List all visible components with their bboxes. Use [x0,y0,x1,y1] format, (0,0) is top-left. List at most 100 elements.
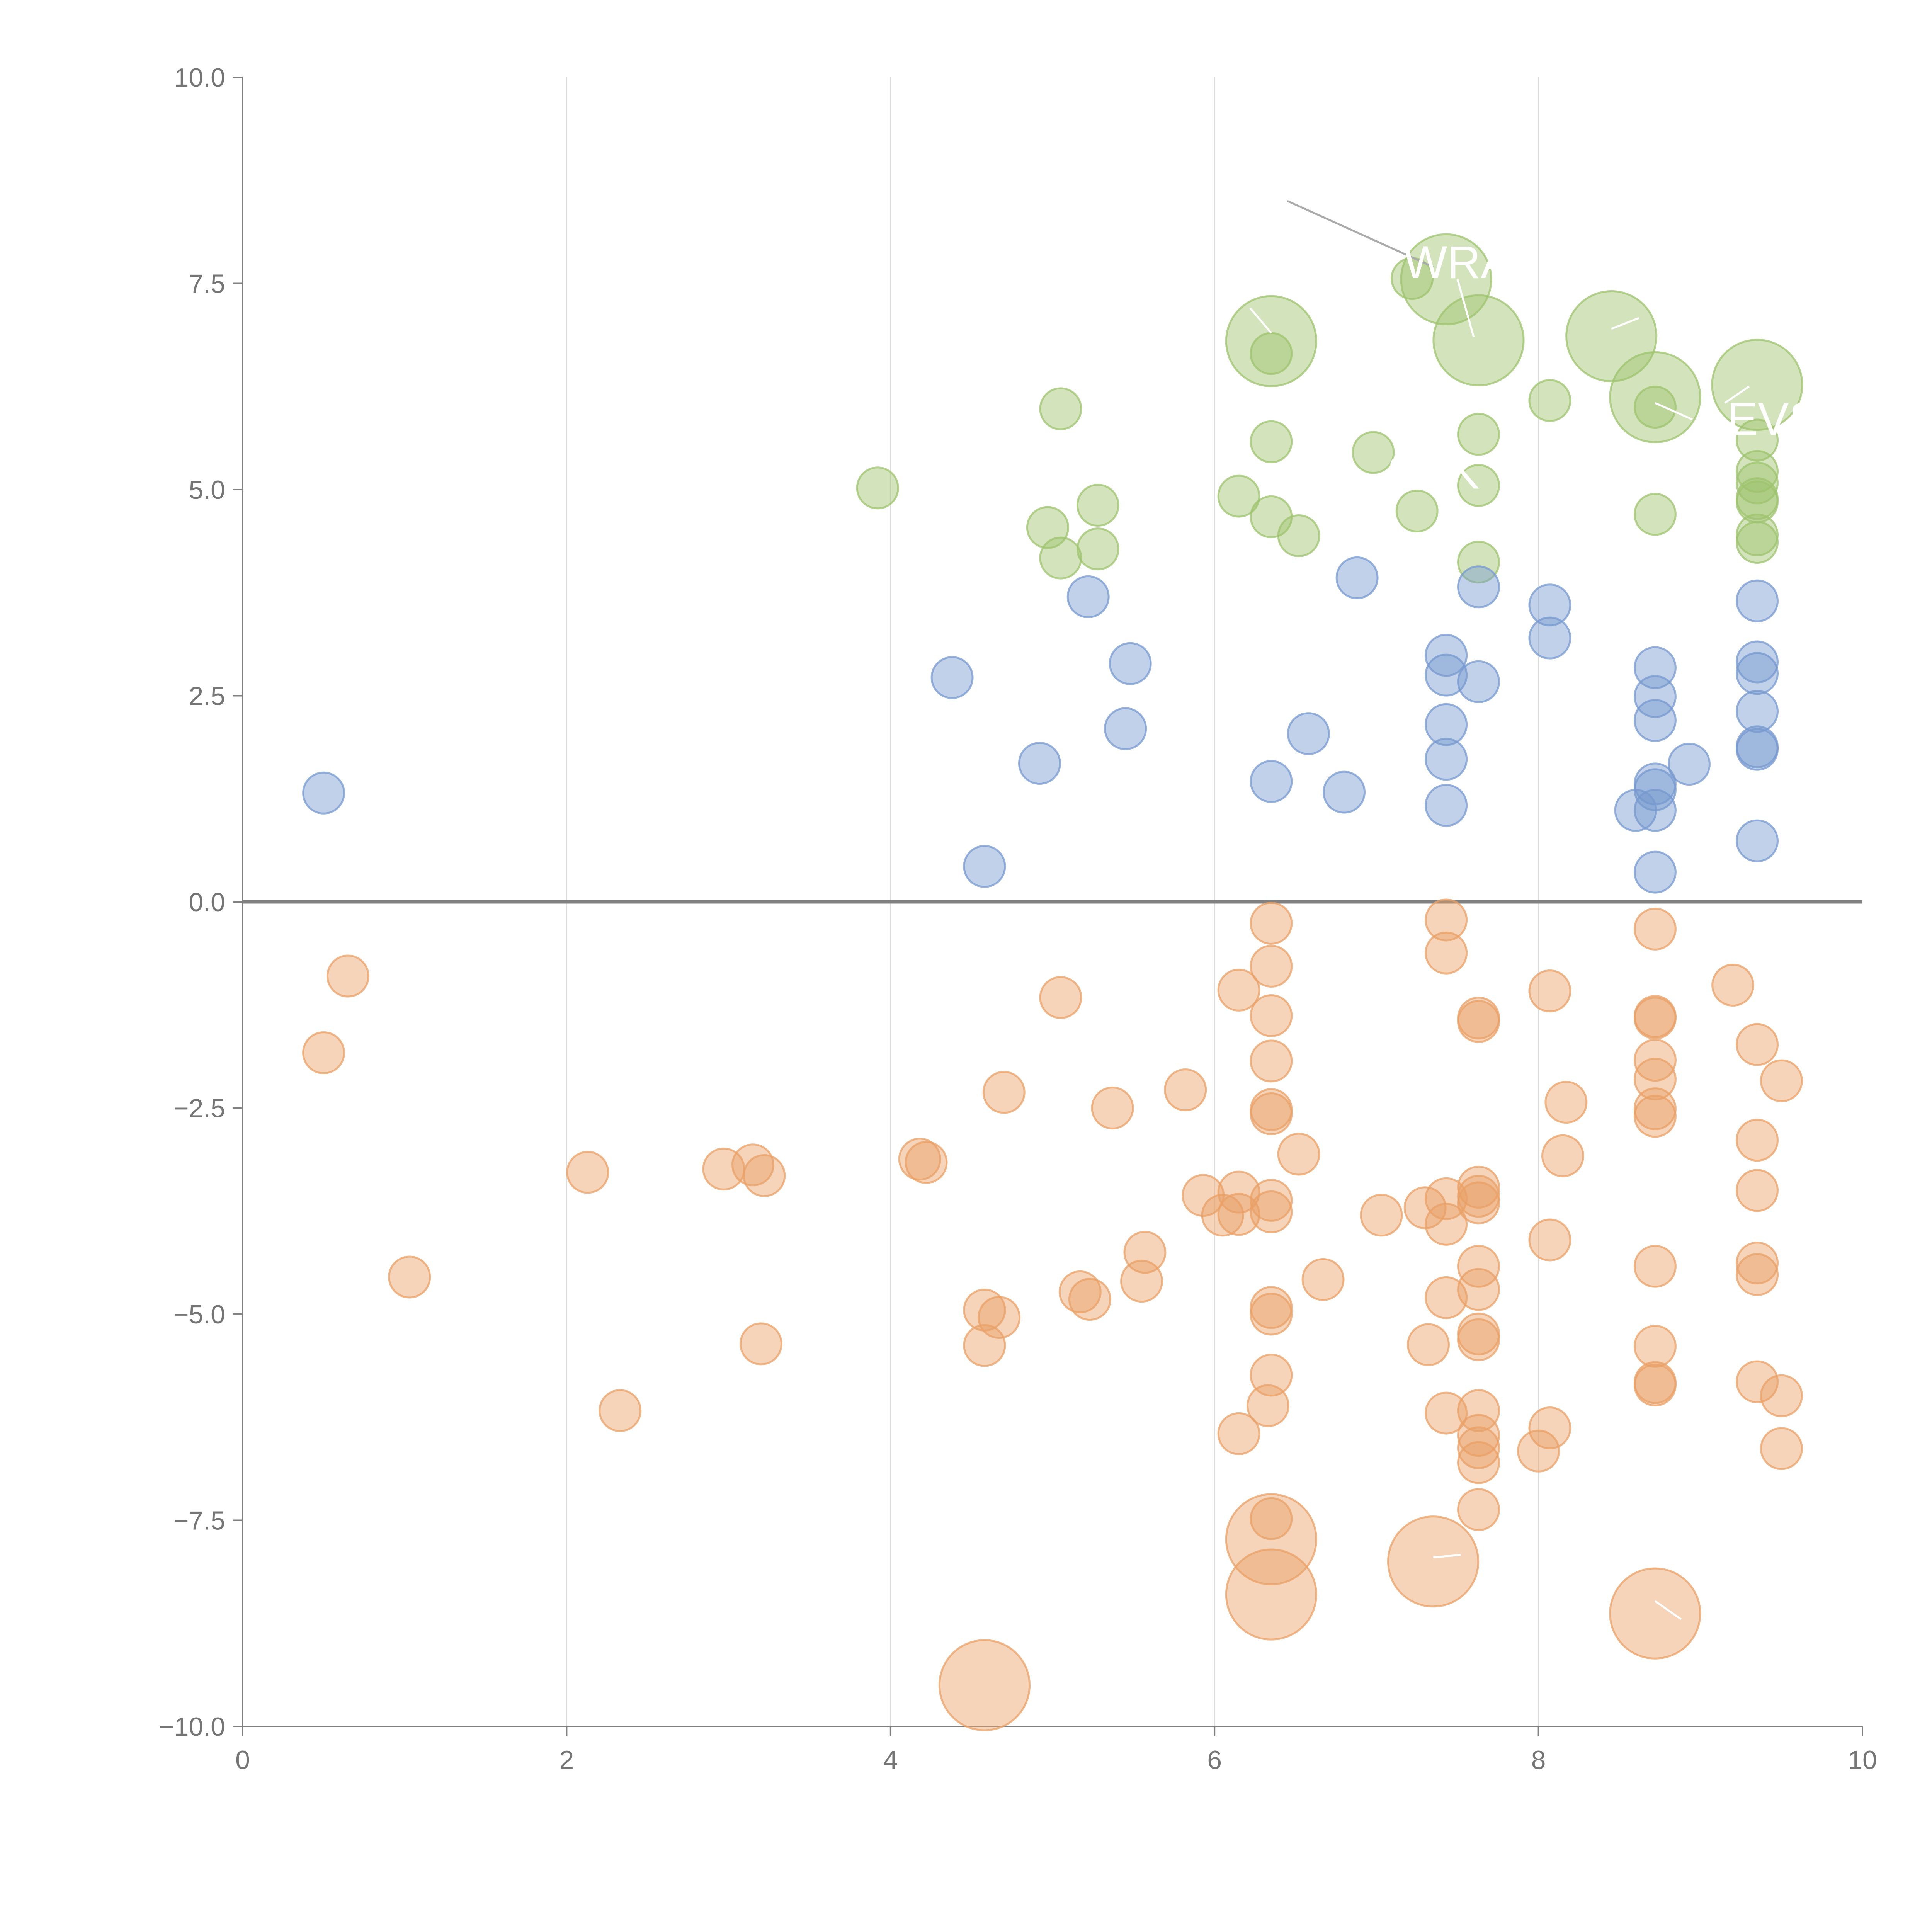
orange-point [1528,1218,1571,1262]
blue-point [1104,707,1147,750]
orange-point [1517,1429,1560,1473]
orange-point [1217,968,1260,1012]
blue-point [1528,616,1571,660]
blue-point [1250,760,1293,803]
orange-point [1039,976,1082,1019]
orange-point [743,1154,786,1197]
orange-point [1164,1068,1207,1112]
leader-line [1654,1600,1682,1620]
green-point [1076,484,1119,527]
green-point [1250,332,1293,375]
blue-point [1018,742,1061,785]
y-tick-label: −2.5 [173,1094,225,1123]
orange-point [1250,944,1293,988]
x-tick-label: 2 [559,1745,574,1775]
orange-point [1457,1488,1500,1531]
annotations: WRA SKK EVS [1387,236,1820,498]
blue-point [1633,699,1677,742]
leader-line [1611,317,1639,330]
green-point [1633,493,1677,536]
orange-point [1250,1092,1293,1135]
blue-point [1633,850,1677,894]
orange-point [1387,1515,1480,1608]
orange-point [1633,1325,1677,1368]
orange-point [1201,1194,1244,1237]
blue-point [1457,660,1500,703]
orange-point [1457,1318,1500,1361]
orange-point [905,1141,948,1184]
blue-point [1614,789,1657,832]
orange-point [1250,901,1293,945]
orange-point [1425,1177,1468,1220]
orange-point [1301,1258,1345,1301]
orange-point [1528,969,1571,1012]
green-point [1039,387,1082,430]
green-point [1736,521,1779,564]
blue-point [1335,556,1379,599]
blue-point [1736,728,1779,771]
orange-point [1457,1245,1500,1288]
orange-point [1528,1406,1571,1449]
blue-point [1736,690,1779,733]
green-point [856,466,899,510]
blue-point [1736,640,1779,684]
blue-point [1425,703,1468,746]
orange-point [1425,1202,1468,1246]
green-point [1400,233,1492,325]
orange-point [1633,997,1677,1040]
orange-point [1633,1364,1677,1407]
green-point [1736,418,1779,462]
green-point [1457,413,1500,456]
green-point [1528,379,1571,422]
orange-point [1736,1253,1779,1296]
green-point [1736,461,1779,505]
orange-point [1068,1278,1111,1321]
orange-point [1633,1095,1677,1138]
leader-line [1433,1554,1461,1559]
orange-point [1250,1039,1293,1083]
orange-point [388,1255,431,1299]
x-tick-label: 10 [1848,1745,1877,1775]
green-point [1395,489,1439,532]
orange-point [1217,1412,1260,1455]
orange-point [1457,1426,1500,1469]
leader-line [1655,402,1693,420]
blue-point [1736,652,1779,695]
orange-point [1633,1039,1677,1082]
orange-point [1457,1441,1500,1484]
x-tick-label: 6 [1207,1745,1222,1775]
orange-point [1277,1133,1320,1176]
x-tick-label: 4 [883,1745,898,1775]
annotation-label: EVS [1727,393,1820,445]
leader-lines [1249,200,1750,1620]
x-tick-label: 0 [235,1745,250,1775]
orange-point [599,1389,642,1432]
blue-point [1528,583,1571,627]
orange-point [1633,1058,1677,1101]
green-point [1225,295,1318,387]
orange-point [1760,1059,1803,1102]
orange-point [1760,1427,1803,1470]
green-point [1565,290,1658,383]
blue-point [963,845,1006,888]
orange-point [1250,1293,1293,1336]
orange-point [1091,1087,1134,1129]
orange-point [1736,1242,1779,1285]
green-point [1352,431,1395,474]
y-tick-label: 5.0 [189,475,225,505]
orange-point [1633,907,1677,951]
blue-point [1457,565,1500,609]
blue-point [1425,738,1468,781]
orange-point [1250,994,1293,1037]
orange-point [1633,1245,1677,1288]
y-tick-label: −10.0 [159,1712,225,1742]
orange-point [1457,1389,1500,1432]
orange-point [1425,931,1468,975]
orange-point [1120,1260,1163,1303]
blue-point [1323,770,1366,814]
orange-point [1736,1119,1779,1162]
orange-point [1407,1323,1450,1366]
orange-point [1760,1374,1803,1417]
axes [233,77,1863,1736]
